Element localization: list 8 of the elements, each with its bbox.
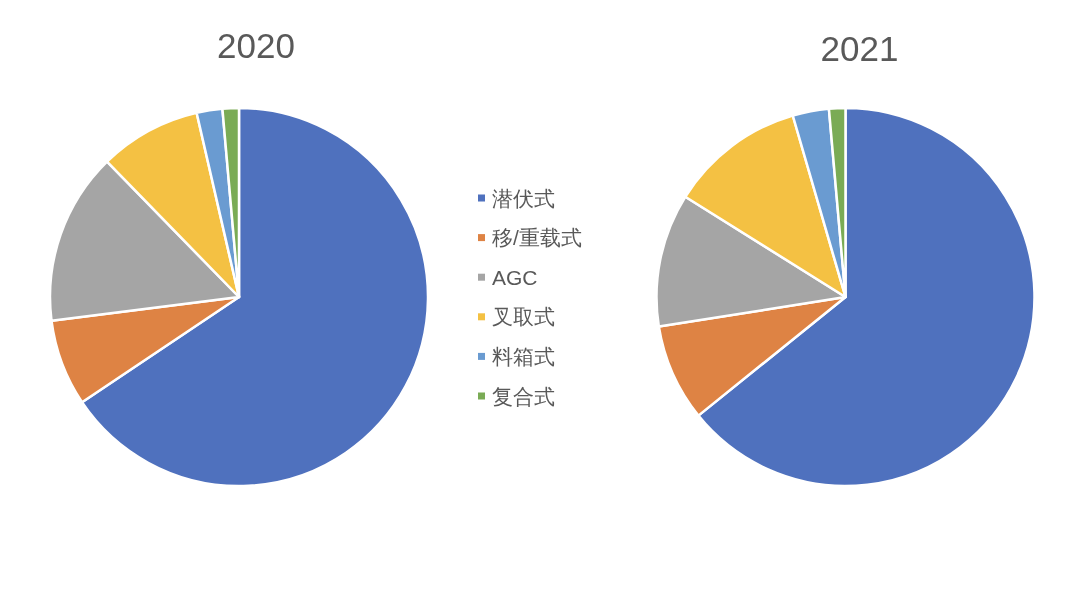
legend-label: 叉取式 xyxy=(492,305,555,329)
chart-title: 2021 xyxy=(820,29,899,68)
legend-label: 料箱式 xyxy=(492,344,555,368)
chart-title: 2020 xyxy=(217,26,295,65)
legend-label: 移/重载式 xyxy=(492,226,582,250)
legend-label: AGC xyxy=(492,265,538,289)
legend-label: 复合式 xyxy=(492,384,555,408)
legend-label: 潜伏式 xyxy=(492,186,555,210)
